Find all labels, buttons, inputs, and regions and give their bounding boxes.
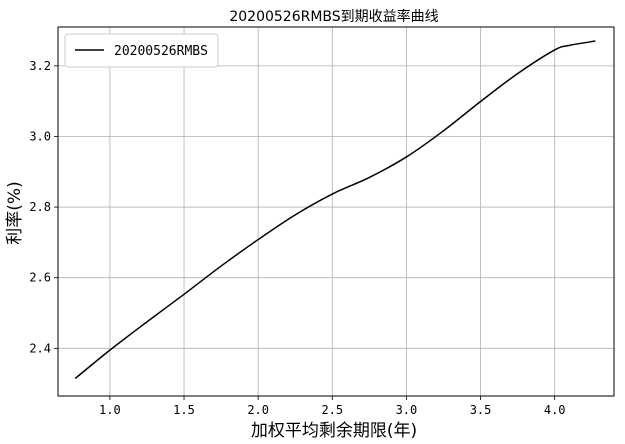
y-tick-label: 2.8 xyxy=(29,200,51,214)
x-tick-label: 3.5 xyxy=(470,403,492,417)
x-tick-label: 1.5 xyxy=(173,403,195,417)
grid-layer xyxy=(58,27,614,396)
y-tick-label: 2.6 xyxy=(29,271,51,285)
y-tick-label: 3.2 xyxy=(29,59,51,73)
y-tick-label: 2.4 xyxy=(29,341,51,355)
line-layer xyxy=(75,40,596,379)
x-tick-label: 3.0 xyxy=(396,403,418,417)
series-line xyxy=(75,40,596,379)
tick-layer: 1.0 1.5 2.0 2.5 3.0 3.5 4.0 2.4 2.6 2.8 3.0 3.2 xyxy=(29,59,565,417)
legend-label: 20200526RMBS xyxy=(114,44,208,59)
x-axis-label: 加权平均剩余期限(年) xyxy=(251,421,417,441)
x-tick-label: 4.0 xyxy=(544,403,566,417)
x-tick-label: 2.0 xyxy=(247,403,269,417)
plot-frame xyxy=(57,26,615,397)
y-tick-label: 3.0 xyxy=(29,129,51,143)
chart-title: 20200526RMBS到期收益率曲线 xyxy=(229,8,438,25)
x-tick-label: 1.0 xyxy=(99,403,121,417)
legend: 20200526RMBS xyxy=(64,33,219,68)
x-tick-label: 2.5 xyxy=(321,403,343,417)
legend-box xyxy=(64,33,219,68)
y-axis-label: 利率(%) xyxy=(5,181,25,244)
